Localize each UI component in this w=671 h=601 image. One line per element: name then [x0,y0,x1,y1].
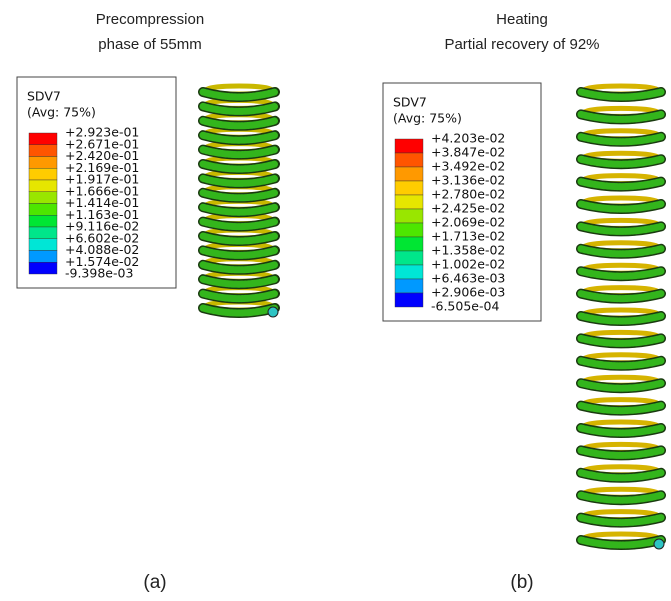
legend: SDV7(Avg: 75%) +4.203e-02+3.847e-02+3.492… [383,83,541,321]
legend-swatch [395,181,423,195]
panel-title: Partial recovery of 92% [444,36,599,53]
panel-title: phase of 55mm [98,36,201,53]
panel-caption: (a) [143,572,166,593]
legend: SDV7(Avg: 75%)+2.923e-01+2.671e-01+2.420… [17,77,176,288]
legend-swatch [395,139,423,153]
legend-label: +2.425e-02 [431,201,505,216]
legend-label: -9.398e-03 [65,266,133,281]
panel-title: Heating [496,11,548,28]
panel-caption: (b) [510,572,533,593]
legend-label: +3.847e-02 [431,145,505,160]
node-marker [654,539,664,549]
legend-label: +1.358e-02 [431,243,505,258]
legend-variable: SDV7 [27,89,61,104]
panel-title: Precompression [96,11,204,28]
legend-swatch [29,262,57,274]
legend-label: +3.492e-02 [431,159,505,174]
legend-label: +6.463e-03 [431,271,505,286]
legend-swatch [29,204,57,216]
legend-swatch [395,153,423,167]
legend-swatch [29,251,57,263]
legend-swatch [29,133,57,145]
legend-label: +2.069e-02 [431,215,505,230]
legend-swatch [395,251,423,265]
legend-swatch [29,239,57,251]
legend-label: +1.713e-02 [431,229,505,244]
legend-swatch [395,265,423,279]
legend-swatch [29,145,57,157]
figure: Precompressionphase of 55mmSDV7(Avg: 75%… [0,0,671,601]
legend-label: +3.136e-02 [431,173,505,188]
node-marker [268,307,278,317]
legend-swatch [29,157,57,169]
legend-swatch [29,180,57,192]
legend-averaging: (Avg: 75%) [27,105,96,120]
legend-swatch [395,293,423,307]
legend-label: +1.002e-02 [431,257,505,272]
legend-label: +2.780e-02 [431,187,505,202]
legend-swatch [395,167,423,181]
legend-label: -6.505e-04 [431,299,499,314]
legend-swatch [29,227,57,239]
legend-swatch [29,168,57,180]
legend-swatch [395,209,423,223]
legend-swatch [29,215,57,227]
spring [581,86,664,549]
legend-averaging: (Avg: 75%) [393,111,462,126]
legend-label: +4.203e-02 [431,131,505,146]
legend-swatch [29,192,57,204]
spring [203,86,278,317]
legend-swatch [395,279,423,293]
legend-swatch [395,195,423,209]
legend-variable: SDV7 [393,95,427,110]
legend-swatch [395,223,423,237]
legend-label: +2.906e-03 [431,285,505,300]
legend-swatch [395,237,423,251]
